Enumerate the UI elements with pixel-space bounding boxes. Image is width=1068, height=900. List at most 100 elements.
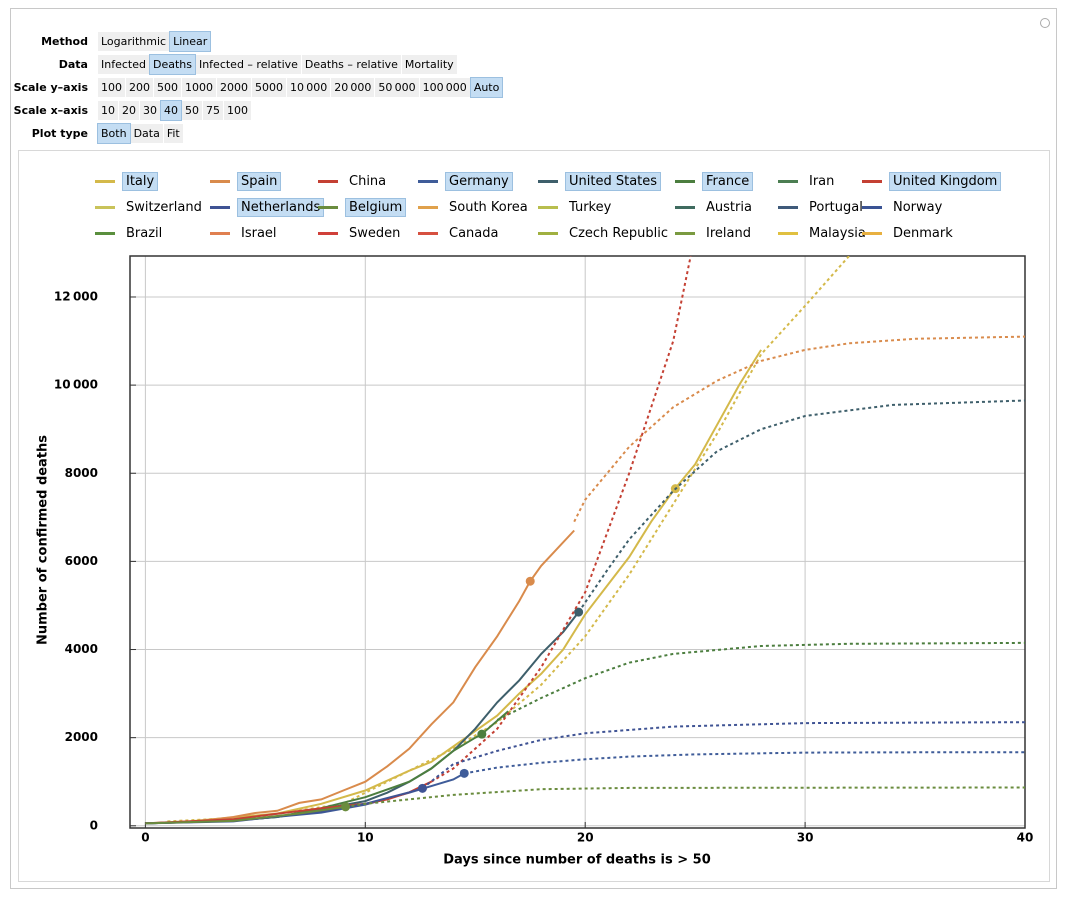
option-button[interactable]: Mortality [401,54,457,74]
legend-label[interactable]: Italy [121,171,159,191]
legend-label[interactable]: United Kingdom [888,171,1002,191]
option-button[interactable]: Data [130,123,163,143]
control-label: Scale y–axis [13,80,88,94]
legend-item[interactable]: Israel [210,222,280,244]
legend-item[interactable]: Portugal [778,196,866,218]
legend-item[interactable]: Switzerland [95,196,205,218]
legend-label[interactable]: Sweden [349,225,401,241]
legend-item[interactable]: South Korea [418,196,531,218]
legend-item[interactable]: United States [538,170,662,192]
option-button[interactable]: Linear [169,30,212,52]
legend-label[interactable]: Brazil [126,225,163,241]
legend-item[interactable]: Belgium [318,196,407,218]
legend-label[interactable]: United States [564,171,662,191]
legend-item[interactable]: United Kingdom [862,170,1002,192]
legend-item[interactable]: France [675,170,754,192]
legend-item[interactable]: Spain [210,170,282,192]
option-button[interactable]: Fit [163,123,183,143]
option-button[interactable]: Infected – relative [195,54,301,74]
legend-label[interactable]: France [701,171,754,191]
legend-item[interactable]: Denmark [862,222,956,244]
legend-label[interactable]: Netherlands [236,197,325,217]
option-button[interactable]: 50 [182,100,202,120]
legend-label[interactable]: Germany [445,171,513,191]
legend-swatch [538,179,558,183]
option-button[interactable]: 200 [126,77,153,97]
option-button[interactable]: 50 000 [375,77,419,97]
legend-label[interactable]: Switzerland [126,199,202,215]
plot-frame [129,255,1026,829]
legend-swatch [675,179,695,183]
option-button[interactable]: Logarithmic [98,31,170,51]
option-button[interactable]: 2000 [217,77,251,97]
option-button[interactable]: 100 000 [419,77,470,97]
frame [10,8,1057,889]
option-button[interactable]: Both [97,122,131,144]
legend-item[interactable]: Czech Republic [538,222,671,244]
option-button[interactable]: Deaths – relative [301,54,401,74]
fit-line [573,335,1025,523]
legend-swatch [418,205,438,209]
option-button[interactable]: 100 [224,100,251,120]
x-tick-label: 0 [141,831,149,845]
legend-item[interactable]: Netherlands [210,196,325,218]
legend-item[interactable]: Sweden [318,222,403,244]
option-button[interactable]: Auto [469,76,504,98]
legend-label[interactable]: Norway [893,199,943,215]
legend-item[interactable]: Iran [778,170,837,192]
option-button[interactable]: 1000 [182,77,216,97]
legend-label[interactable]: South Korea [449,199,528,215]
legend-label[interactable]: Austria [706,199,752,215]
control-label: Method [41,34,88,48]
option-button[interactable]: 40 [160,99,182,121]
option-button[interactable]: 75 [203,100,223,120]
legend-label[interactable]: Portugal [809,199,863,215]
legend-item[interactable]: Italy [95,170,159,192]
options-icon[interactable] [1040,18,1050,28]
marker [417,783,427,793]
option-button[interactable]: Deaths [148,53,196,75]
legend-item[interactable]: Austria [675,196,755,218]
legend-item[interactable]: Turkey [538,196,614,218]
y-tick-label: 10 000 [54,378,98,392]
plot-frame [129,255,1026,829]
control-label: Data [58,57,88,71]
option-button[interactable]: 20 [119,100,139,120]
legend-label[interactable]: Canada [449,225,499,241]
legend-item[interactable]: Malaysia [778,222,869,244]
option-button[interactable]: Infected [98,54,149,74]
legend-swatch [862,179,882,183]
option-button[interactable]: 30 [140,100,160,120]
legend-label[interactable]: Spain [236,171,282,191]
option-button[interactable]: 20 000 [331,77,375,97]
legend-item[interactable]: Norway [862,196,945,218]
control-label: Plot type [31,126,88,140]
legend-label[interactable]: Israel [241,225,277,241]
legend-label[interactable]: Iran [809,173,835,189]
legend-item[interactable]: Ireland [675,222,754,244]
fit-line [430,256,692,783]
legend-swatch [538,205,558,209]
legend-swatch [318,231,338,235]
data-line [145,529,575,825]
data-line [145,780,432,825]
option-button[interactable]: 500 [154,77,181,97]
legend-label[interactable]: Denmark [893,225,953,241]
legend-label[interactable]: Turkey [569,199,612,215]
y-tick-label: 8000 [65,466,98,480]
legend-label[interactable]: China [349,173,387,189]
data-line [145,805,346,825]
legend-item[interactable]: Germany [418,170,513,192]
legend-item[interactable]: Canada [418,222,501,244]
legend-item[interactable]: Brazil [95,222,165,244]
legend-label[interactable]: Belgium [344,197,407,217]
option-button[interactable]: 100 [98,77,125,97]
option-button[interactable]: 5000 [252,77,286,97]
legend-label[interactable]: Ireland [706,225,751,241]
option-button[interactable]: 10 [98,100,118,120]
option-button[interactable]: 10 000 [287,77,331,97]
legend-item[interactable]: China [318,170,389,192]
legend-label[interactable]: Malaysia [809,225,866,241]
legend-label[interactable]: Czech Republic [569,225,668,241]
x-tick-label: 40 [1017,831,1034,845]
